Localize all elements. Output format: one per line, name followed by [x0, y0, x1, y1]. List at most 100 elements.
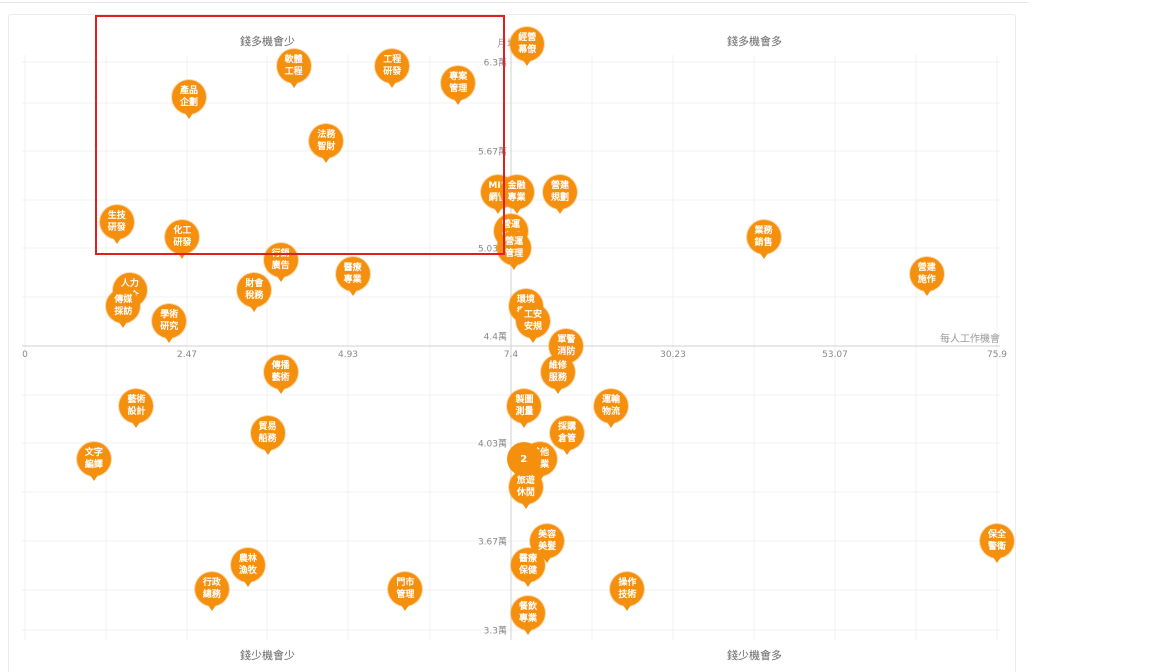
scatter-point[interactable]: 傳播 藝術 [263, 355, 298, 390]
scatter-point-label: 研發 [383, 67, 402, 78]
scatter-point[interactable]: 專案 管理 [441, 66, 476, 101]
scatter-point[interactable]: 保全 警衛 [980, 524, 1014, 558]
scatter-point-label: 物流 [602, 407, 621, 418]
scatter-point-label: 金融 [507, 180, 526, 191]
scatter-point-label: 營運 [505, 237, 524, 247]
scatter-point-label: 工安 [523, 310, 542, 321]
scatter-point[interactable]: 運輸 物流 [594, 389, 629, 424]
scatter-point-label: 工程 [284, 67, 303, 78]
scatter-point-label: 總務 [202, 590, 221, 601]
scatter-point-label: 安規 [523, 322, 542, 333]
quadrant-label-top-left: 錢多機會少 [240, 35, 295, 48]
scatter-point[interactable]: 法務 智財 [309, 124, 344, 159]
y-tick-label: 5.03萬 [477, 244, 507, 255]
scatter-point[interactable]: 文字 編譯 [76, 442, 111, 477]
scatter-point-label: 貿易 [258, 421, 277, 432]
scatter-point-label: 廣告 [271, 261, 290, 272]
scatter-point-label: 生技 [107, 211, 126, 222]
scatter-point[interactable]: 軟體 工程 [276, 49, 311, 84]
x-tick-label: 30.23 [660, 350, 686, 360]
scatter-point-label: 測量 [515, 407, 534, 418]
scatter-point[interactable]: 營運管理 [497, 231, 532, 265]
scatter-point-label: 規劃 [550, 192, 569, 203]
scatter-point[interactable]: 操作 技術 [610, 572, 645, 607]
y-tick-label: 4.03萬 [477, 439, 507, 450]
scatter-point[interactable]: 傳媒 採訪 [106, 288, 141, 323]
scatter-point-label: 營建 [550, 180, 569, 191]
scatter-point-label: 營建 [917, 263, 936, 274]
scatter-point-label: 倉管 [558, 433, 577, 444]
scatter-point[interactable]: 經營 幕僚 [510, 26, 545, 61]
scatter-point[interactable]: 營建 施作 [909, 257, 944, 292]
scatter-point-label: 專業 [343, 275, 362, 286]
scatter-point-label: 工程 [383, 55, 402, 66]
scatter-point[interactable]: 維修 服務 [540, 355, 575, 390]
scatter-point[interactable]: 工安 安規 [515, 304, 550, 339]
scatter-point[interactable]: 行政 總務 [194, 572, 229, 607]
scatter-point-label: 研究 [160, 322, 179, 333]
scatter-point-label: MIS [488, 180, 508, 191]
scatter-point[interactable]: 產品 企劃 [171, 80, 206, 115]
scatter-point[interactable]: 製圖 測量 [507, 389, 542, 424]
scatter-point-label: 經營 [518, 32, 537, 43]
quadrant-label-bottom-right: 錢少機會多 [727, 649, 782, 662]
scatter-point-label: 軍警 [557, 335, 576, 345]
scatter-point[interactable]: 門市 管理 [388, 572, 423, 607]
x-tick-label: 53.07 [822, 350, 848, 360]
scatter-point[interactable]: 採購 倉管 [550, 415, 585, 450]
scatter-point[interactable]: 業務 銷售 [746, 220, 781, 255]
scatter-point-label: 軟體 [284, 55, 303, 66]
scatter-point-label: 採購 [558, 421, 577, 432]
x-axis-title: 每人工作機會 [940, 334, 1000, 345]
scatter-point-label: 專業 [519, 614, 538, 625]
scatter-point-label: 管理 [505, 249, 524, 259]
scatter-point-label: 管理 [449, 84, 468, 95]
scatter-point-label: 休閒 [516, 487, 535, 498]
scatter-point-label: 農林 [238, 554, 257, 565]
scatter-point[interactable]: 醫療 專業 [335, 257, 370, 292]
scatter-point-label: 人力 [120, 279, 139, 289]
scatter-point[interactable]: 工程 研發 [375, 49, 410, 84]
scatter-point[interactable]: 餐飲 專業 [511, 596, 546, 631]
scatter-point-label: 船務 [258, 433, 277, 444]
scatter-point[interactable]: 營建 規劃 [542, 174, 577, 209]
scatter-point[interactable]: 農林 漁牧 [230, 548, 265, 583]
scatter-point-label: 行銷 [271, 249, 290, 260]
y-tick-label: 6.3萬 [483, 58, 507, 69]
scatter-point-label: 研發 [107, 223, 126, 234]
scatter-point[interactable]: 貿易 船務 [250, 415, 285, 450]
scatter-point[interactable]: 行銷 廣告 [263, 243, 298, 278]
scatter-point-label: 法務 [317, 130, 336, 141]
scatter-point-label: 服務 [548, 373, 567, 384]
scatter-point-label: 專業 [531, 460, 550, 471]
scatter-point-label: 漁牧 [238, 566, 257, 577]
scatter-point[interactable]: 學術 研究 [152, 304, 187, 339]
scatter-point[interactable]: 生技 研發 [99, 205, 134, 240]
scatter-point-label: 財會 [245, 279, 264, 289]
scatter-point[interactable]: 藝術 設計 [119, 389, 154, 424]
scatter-point-label: 藝術 [127, 395, 146, 406]
scatter-point-label: 保健 [519, 566, 538, 577]
quadrant-label-top-right: 錢多機會多 [727, 35, 782, 48]
scatter-point-label: 藝術 [271, 373, 290, 384]
scatter-point-label: 環境 [516, 294, 535, 305]
scatter-point-label: 旅遊 [516, 475, 535, 486]
x-tick-label: 4.93 [337, 350, 359, 360]
scatter-point[interactable]: 金融 專業 [499, 174, 534, 209]
scatter-point-label: 施作 [917, 275, 936, 286]
scatter-point-label: 研發 [173, 238, 192, 249]
scatter-point-label: 行政 [202, 578, 221, 589]
scatter-point[interactable]: 財會 稅務 [237, 273, 272, 307]
top-divider [0, 2, 1028, 3]
scatter-point-label: 其他 [531, 448, 550, 459]
scatter-point[interactable]: 化工 研發 [165, 220, 200, 255]
axis-layer [22, 50, 1000, 640]
x-tick-label: 75.9 [986, 350, 1008, 360]
scatter-point-label: 學術 [160, 310, 179, 321]
scatter-point-label: 專案 [449, 72, 468, 83]
scatter-point-label: 管理 [396, 590, 415, 601]
cluster-marker[interactable]: 2 [506, 442, 541, 477]
scatter-point[interactable]: 醫療 保健 [511, 548, 546, 583]
scatter-point-label: 醫療 [519, 554, 538, 565]
scatter-point-label: 餐飲 [519, 602, 538, 613]
